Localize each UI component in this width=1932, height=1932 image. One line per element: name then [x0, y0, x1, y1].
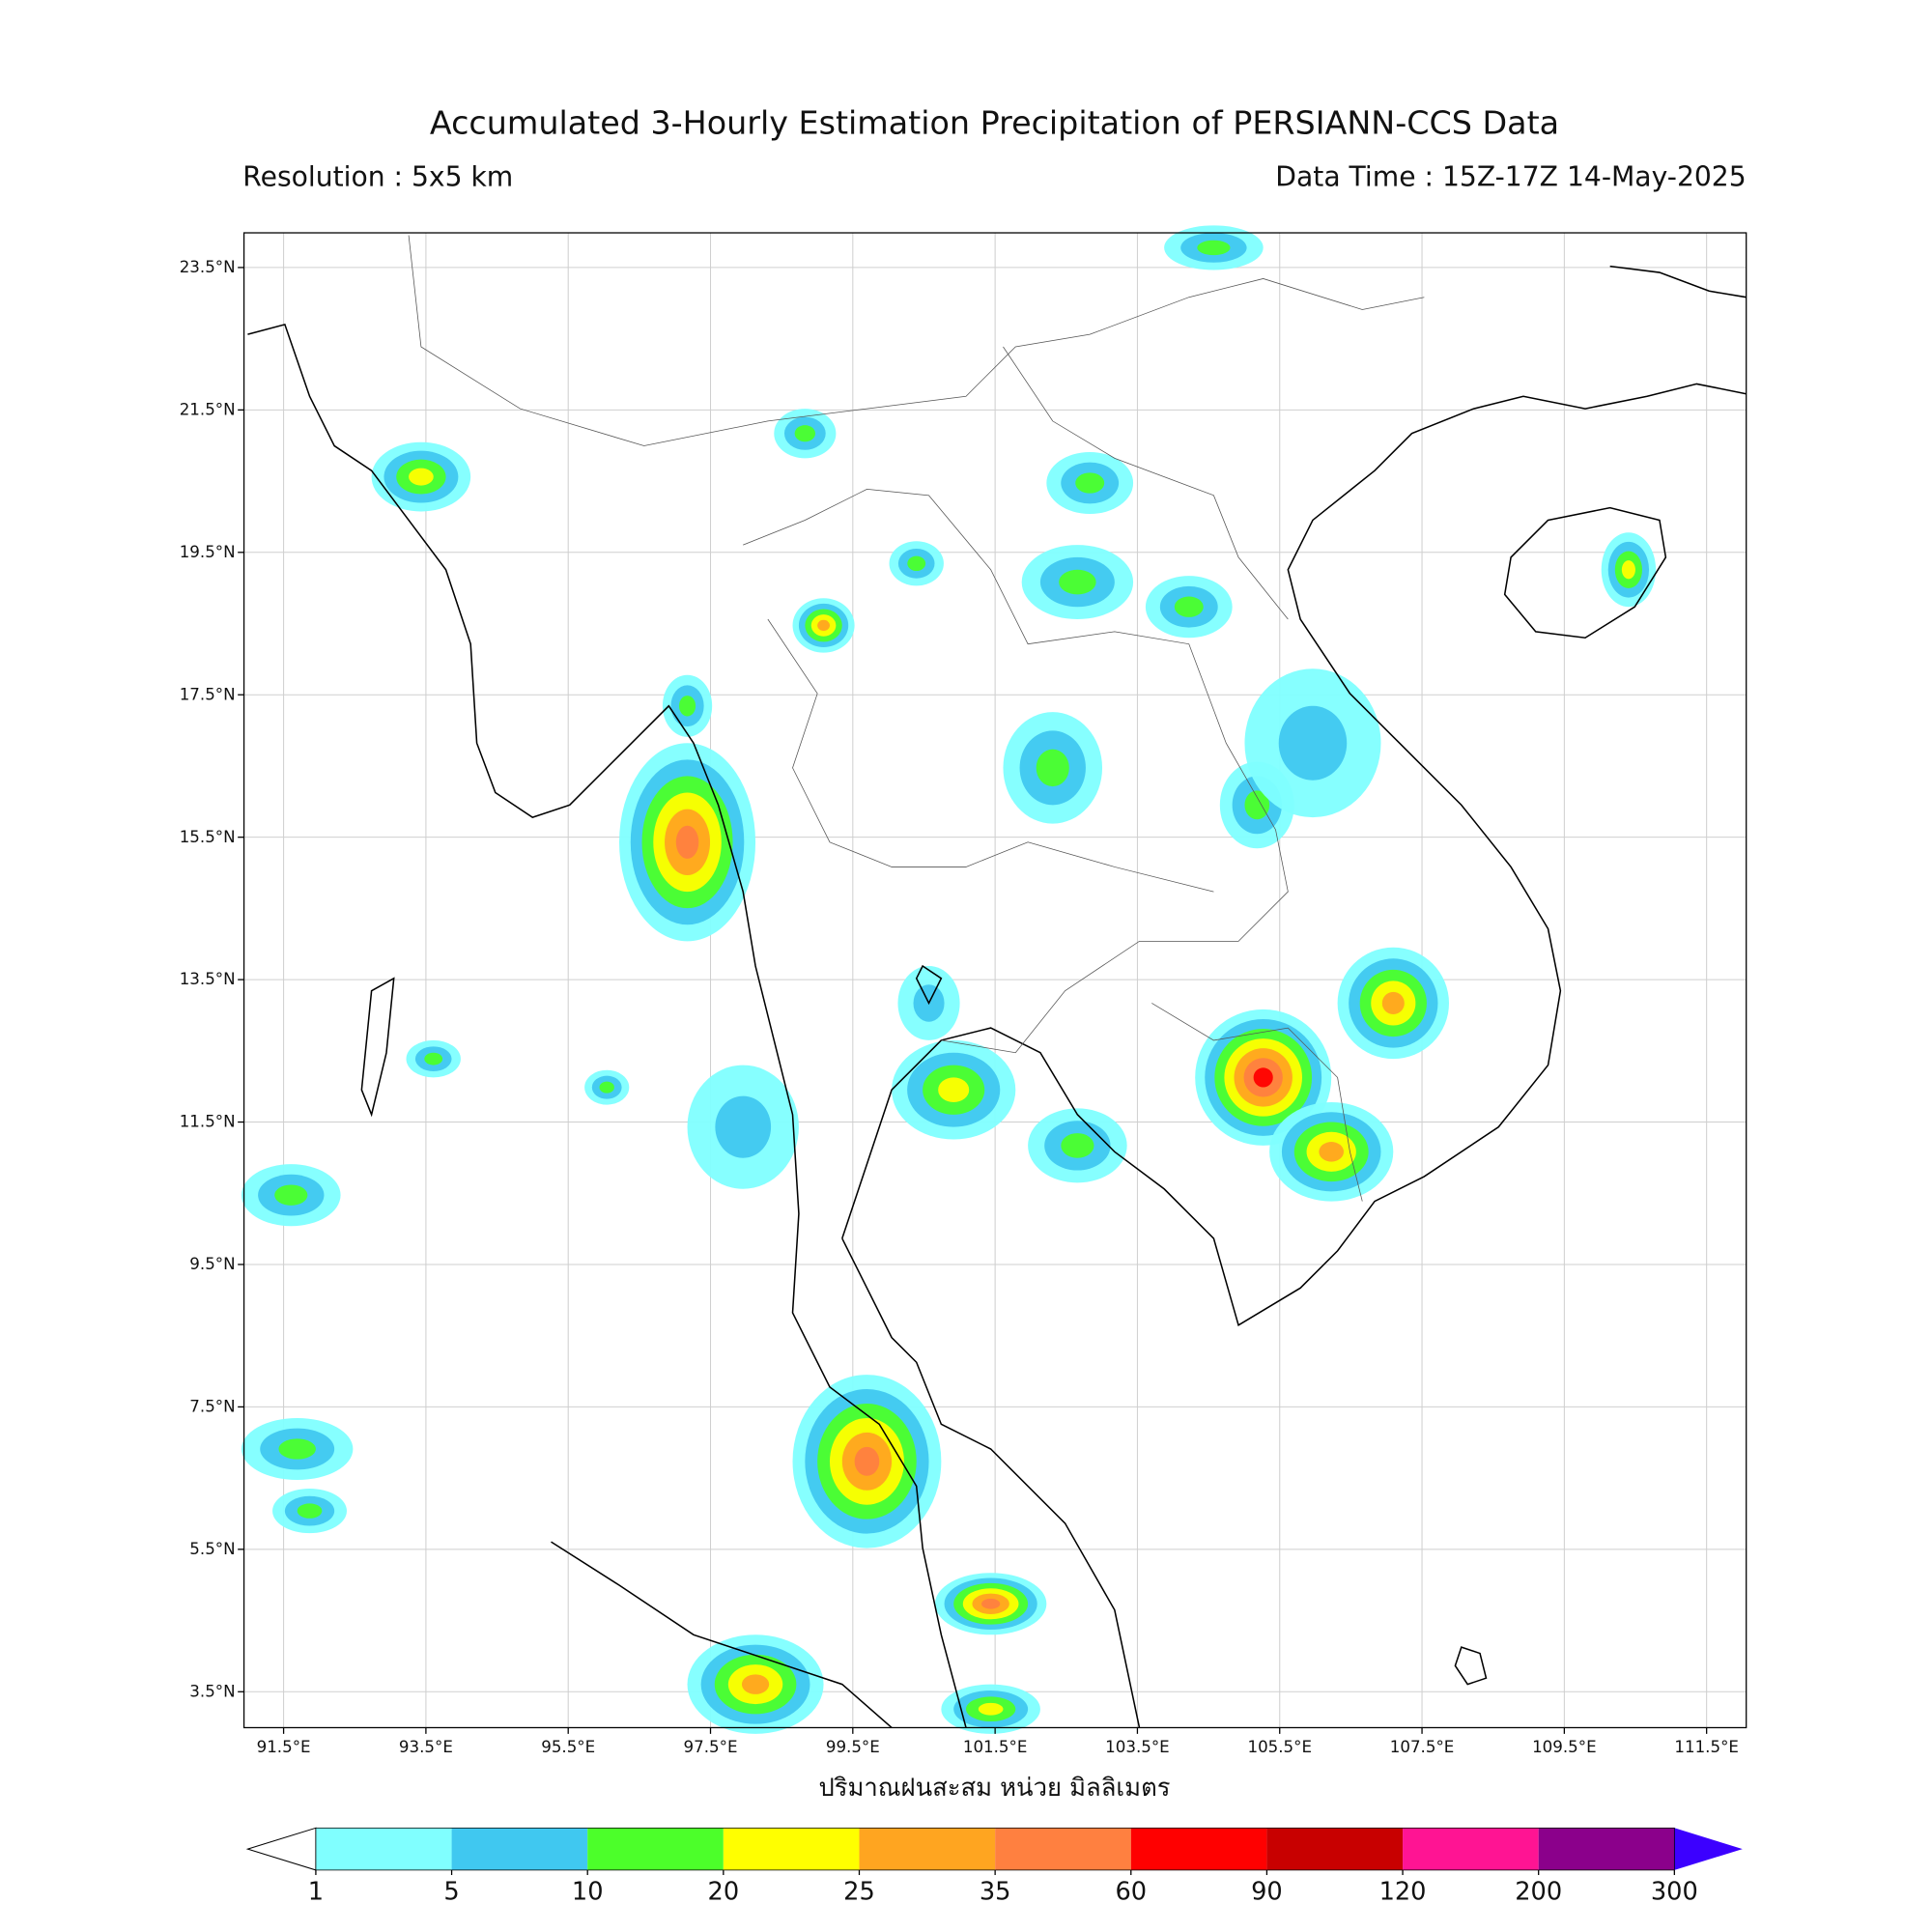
lat-tick-label: 19.5°N	[180, 543, 236, 561]
rain-cell	[1244, 790, 1270, 820]
rain-cell	[1319, 1142, 1345, 1162]
grid	[243, 233, 1747, 1728]
coastlines	[247, 265, 1747, 1729]
lat-tick-label: 9.5°N	[189, 1255, 235, 1273]
rain-cell	[278, 1438, 316, 1460]
colorbar-box	[451, 1828, 588, 1870]
colorbar-label: 60	[1115, 1878, 1147, 1907]
colorbar-label: 10	[572, 1878, 604, 1907]
data-time: Data Time : 15Z-17Z 14-May-2025	[1275, 160, 1746, 192]
colorbar-box	[315, 1828, 452, 1870]
rain-cell	[1381, 991, 1405, 1014]
lon-tick-label: 107.5°E	[1390, 1738, 1455, 1756]
lon-tick-label: 101.5°E	[963, 1738, 1028, 1756]
colorbar-box	[1130, 1828, 1267, 1870]
rain-cell	[1278, 705, 1348, 781]
colorbar: 1 5 10 20 25 35 60 90 120 200 300	[245, 1827, 1743, 1907]
rain-cell	[1621, 560, 1635, 580]
lat-tick-label: 7.5°N	[189, 1398, 235, 1416]
lon-tick-label: 97.5°E	[684, 1738, 738, 1756]
lat-tick-label: 3.5°N	[189, 1682, 235, 1700]
x-axis-label: ปริมาณฝนสะสม หน่วย มิลลิเมตร	[818, 1774, 1170, 1803]
rain-cell	[409, 468, 434, 486]
rain-cell	[794, 425, 816, 442]
rain-cell	[1061, 1133, 1094, 1158]
lat-tick-label: 15.5°N	[180, 828, 236, 846]
title: Accumulated 3-Hourly Estimation Precipit…	[430, 103, 1559, 141]
colorbar-box	[859, 1828, 996, 1870]
rain-cell	[981, 1598, 1001, 1609]
lat-tick-label: 23.5°N	[180, 258, 236, 276]
lon-tick-label: 91.5°E	[257, 1738, 311, 1756]
colorbar-label: 1	[308, 1878, 324, 1907]
rain-cell	[599, 1081, 614, 1094]
colorbar-label: 20	[708, 1878, 740, 1907]
lon-tick-label: 99.5°E	[826, 1738, 880, 1756]
lon-tick-label: 109.5°E	[1532, 1738, 1597, 1756]
lon-tick-label: 93.5°E	[399, 1738, 453, 1756]
colorbar-label: 25	[843, 1878, 875, 1907]
rain-cell	[1197, 240, 1231, 256]
colorbar-label: 300	[1651, 1878, 1698, 1907]
rain-cell	[854, 1446, 880, 1476]
precipitation	[242, 225, 1657, 1734]
colorbar-box	[1266, 1828, 1404, 1870]
rain-cell	[1174, 596, 1204, 617]
lat-tick-label: 11.5°N	[180, 1113, 236, 1131]
colorbar-box	[723, 1828, 860, 1870]
rain-cell	[675, 825, 699, 859]
colorbar-box	[995, 1828, 1131, 1870]
colorbar-under	[245, 1827, 317, 1871]
ticks: 23.5°N 21.5°N 19.5°N 17.5°N 15.5°N 13.5°N 11.5…	[180, 258, 1739, 1756]
colorbar-box	[1403, 1828, 1539, 1870]
rain-cell	[938, 1077, 970, 1103]
rain-cell	[274, 1184, 308, 1206]
colorbar-label: 35	[980, 1878, 1011, 1907]
colorbar-over	[1674, 1828, 1743, 1870]
colorbar-box	[1538, 1828, 1675, 1870]
colorbar-label: 200	[1515, 1878, 1562, 1907]
rain-cell	[678, 696, 696, 717]
colorbar-label: 5	[443, 1878, 459, 1907]
lon-tick-label: 111.5°E	[1674, 1738, 1739, 1756]
lat-tick-label: 21.5°N	[180, 400, 236, 418]
colorbar-label: 90	[1251, 1878, 1283, 1907]
rain-cell	[1036, 749, 1069, 787]
colorbar-box	[587, 1828, 724, 1870]
rain-cell	[424, 1052, 443, 1065]
rain-cell	[715, 1095, 772, 1158]
rain-cell	[1059, 569, 1096, 595]
lon-tick-label: 95.5°E	[541, 1738, 595, 1756]
rain-cell	[297, 1503, 323, 1519]
rain-cell	[1075, 472, 1105, 494]
lat-tick-label: 17.5°N	[180, 685, 236, 703]
rain-cell	[741, 1674, 770, 1694]
rain-cell	[817, 619, 830, 632]
lon-tick-label: 105.5°E	[1247, 1738, 1312, 1756]
rain-cell	[907, 555, 926, 572]
resolution: Resolution : 5x5 km	[242, 160, 513, 192]
lat-tick-label: 13.5°N	[180, 970, 236, 988]
lon-tick-label: 103.5°E	[1105, 1738, 1170, 1756]
borders	[408, 235, 1425, 1202]
rain-cell	[978, 1702, 1004, 1716]
rain-cell	[1253, 1067, 1273, 1088]
lat-tick-label: 5.5°N	[189, 1540, 235, 1558]
colorbar-label: 120	[1379, 1878, 1427, 1907]
